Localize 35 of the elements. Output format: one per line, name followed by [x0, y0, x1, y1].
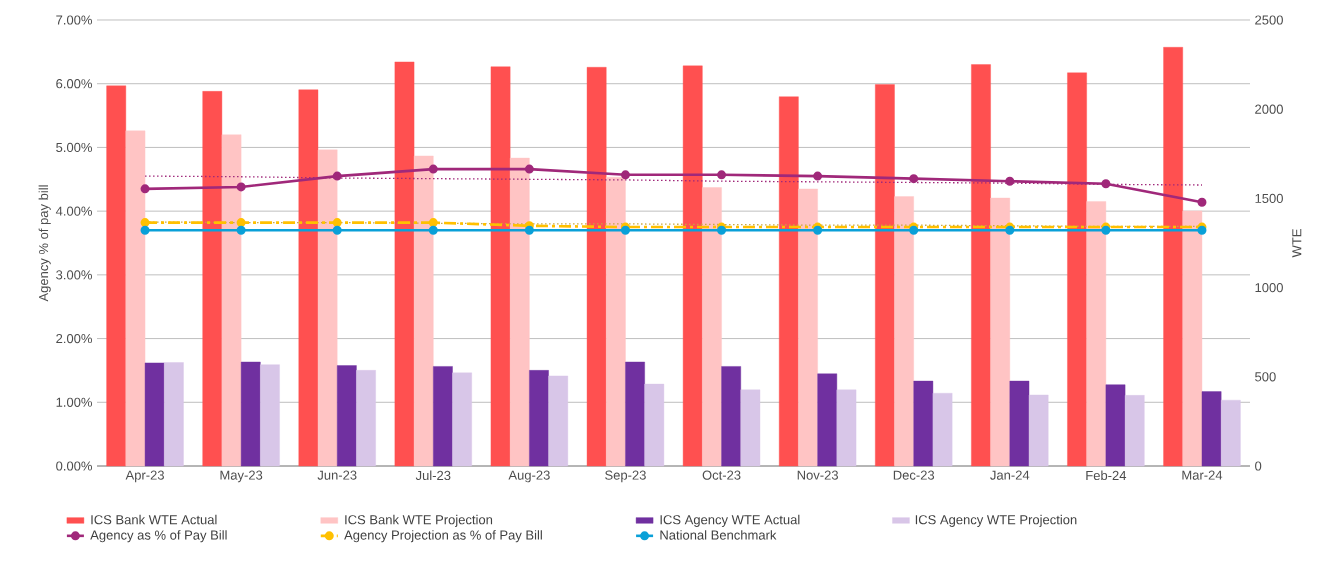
x-tick-label: Feb-24	[1086, 470, 1127, 481]
x-tick-label: Jul-23	[415, 470, 451, 481]
y2-tick-label: 1500	[1255, 193, 1283, 203]
y-tick-label: 2.00%	[56, 333, 92, 344]
y-tick-label: 3.00%	[56, 270, 92, 280]
legend-label: ICS Agency WTE Actual	[660, 514, 800, 527]
legend-label: ICS Bank WTE Projection	[345, 514, 493, 527]
y-tick-label: 1.00%	[56, 397, 92, 407]
y2-tick-label: 500	[1255, 372, 1276, 382]
legend-label: Agency Projection as % of Pay Bill	[344, 530, 542, 543]
x-tick-label: Jun-23	[317, 470, 357, 480]
y2-tick-label: 0	[1255, 461, 1262, 471]
y-tick-label: 4.00%	[55, 206, 92, 216]
x-tick-label: Aug-23	[508, 470, 550, 483]
y-tick-label: 0.00%	[56, 461, 92, 471]
y-axis-title: Agency % of pay bill	[38, 185, 51, 302]
legend-label: ICS Agency WTE Projection	[915, 514, 1077, 527]
y2-tick-label: 2500	[1255, 15, 1283, 25]
x-tick-label: Mar-24	[1182, 470, 1223, 480]
x-tick-label: Apr-23	[125, 470, 164, 483]
legend-label: National Benchmark	[660, 530, 777, 540]
x-tick-label: Jan-24	[990, 470, 1030, 480]
y-tick-label: 7.00%	[56, 15, 92, 25]
y-tick-label: 6.00%	[56, 79, 92, 89]
x-tick-label: Oct-23	[702, 470, 741, 480]
legend-label: ICS Bank WTE Actual	[91, 514, 217, 525]
y2-axis-title: WTE	[1292, 229, 1302, 258]
x-tick-label: Nov-23	[797, 470, 838, 480]
x-tick-label: Dec-23	[893, 470, 935, 480]
legend-label: Agency as % of Pay Bill	[90, 530, 227, 543]
y2-tick-label: 2000	[1255, 104, 1283, 114]
y2-tick-label: 1000	[1255, 282, 1283, 293]
y-tick-label: 5.00%	[56, 142, 92, 153]
x-tick-label: May-23	[220, 470, 263, 483]
x-tick-label: Sep-23	[605, 470, 646, 483]
